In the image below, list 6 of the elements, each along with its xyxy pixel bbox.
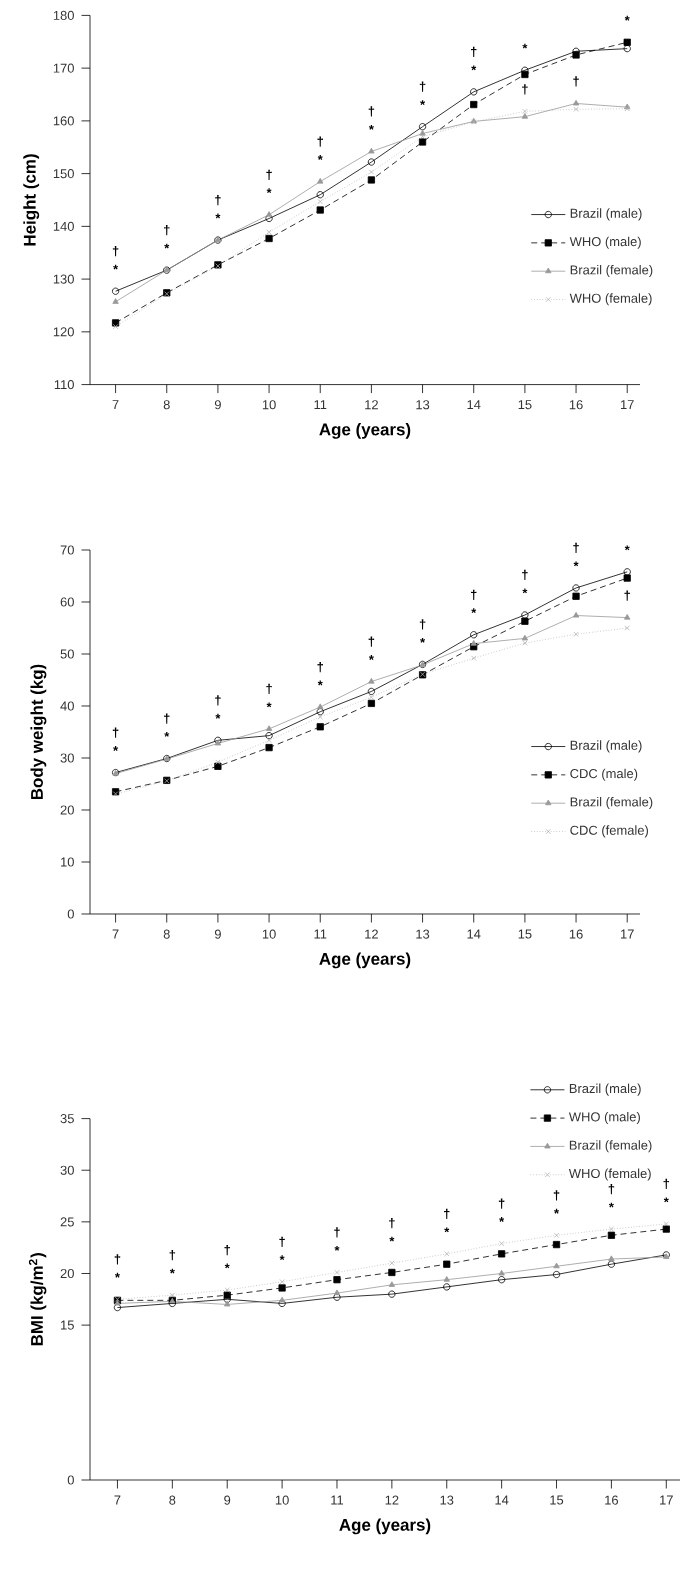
x-axis-title: Age (years) — [319, 422, 411, 439]
y-axis-title: Height (cm) — [23, 154, 40, 246]
y-axis-title: Body weight (kg) — [30, 664, 47, 800]
x-axis-title: Age (years) — [319, 952, 411, 969]
x-axis-title: Age (years) — [339, 1518, 431, 1535]
y-axis-title: BMI (kg/m$^{2}$) — [28, 1253, 47, 1346]
